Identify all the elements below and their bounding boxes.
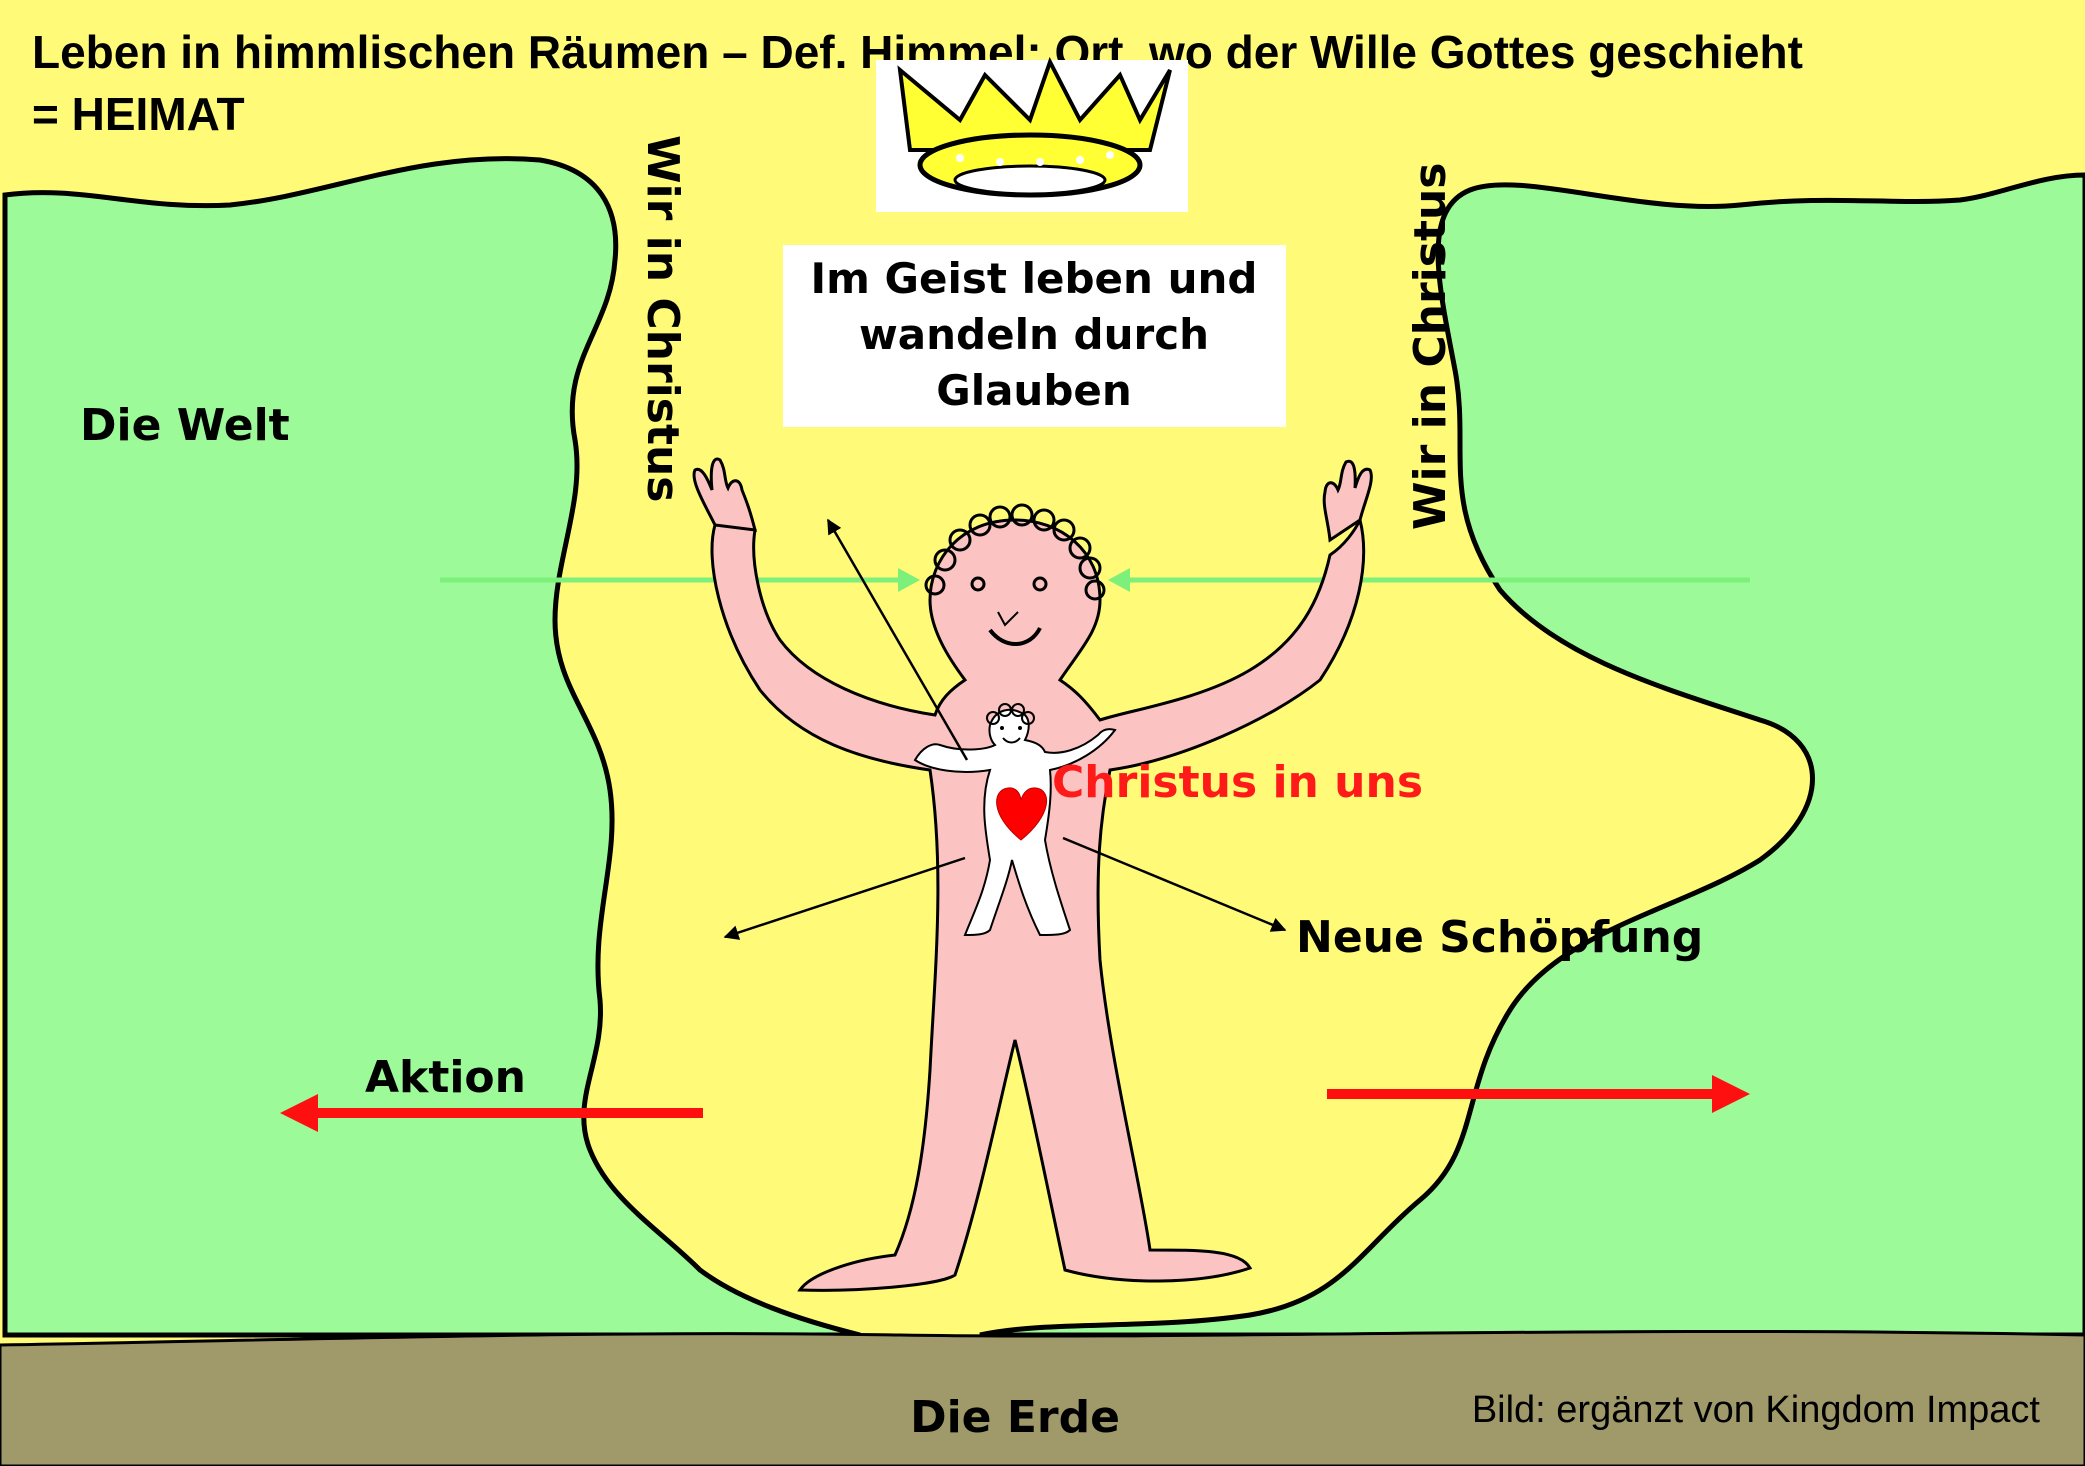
spirit-box-line-1: Im Geist leben und [811,254,1258,303]
spirit-box-line-3: Glauben [936,366,1132,415]
we-in-christ-left: Wir in Christus [637,135,688,503]
spirit-box-line-2: wandeln durch [859,310,1209,359]
world-right [979,172,2085,1338]
action-label: Aktion [365,1052,526,1103]
heart-icon [996,787,1048,841]
world-left [2,156,861,1338]
christ-in-us-label: Christus in uns [1052,757,1423,808]
red-arrow-right [1327,1075,1750,1113]
earth-label: Die Erde [910,1392,1120,1443]
new-creation-label: Neue Schöpfung [1296,912,1703,963]
spirit-box [783,245,1286,427]
earth-strip [0,1329,2085,1466]
arrow-down-right [1062,836,1287,932]
crown-icon [876,56,1188,212]
world-label: Die Welt [80,400,290,451]
title-line-2: = HEIMAT [32,88,245,140]
arrow-down-left [723,856,966,940]
arrow-up-left [826,518,969,761]
green-arrow-left [440,568,920,592]
image-credit: Bild: ergänzt von Kingdom Impact [1472,1389,2041,1431]
green-arrow-right [1108,568,1750,592]
red-arrow-left [280,1094,703,1132]
we-in-christ-right: Wir in Christus [1405,163,1456,531]
